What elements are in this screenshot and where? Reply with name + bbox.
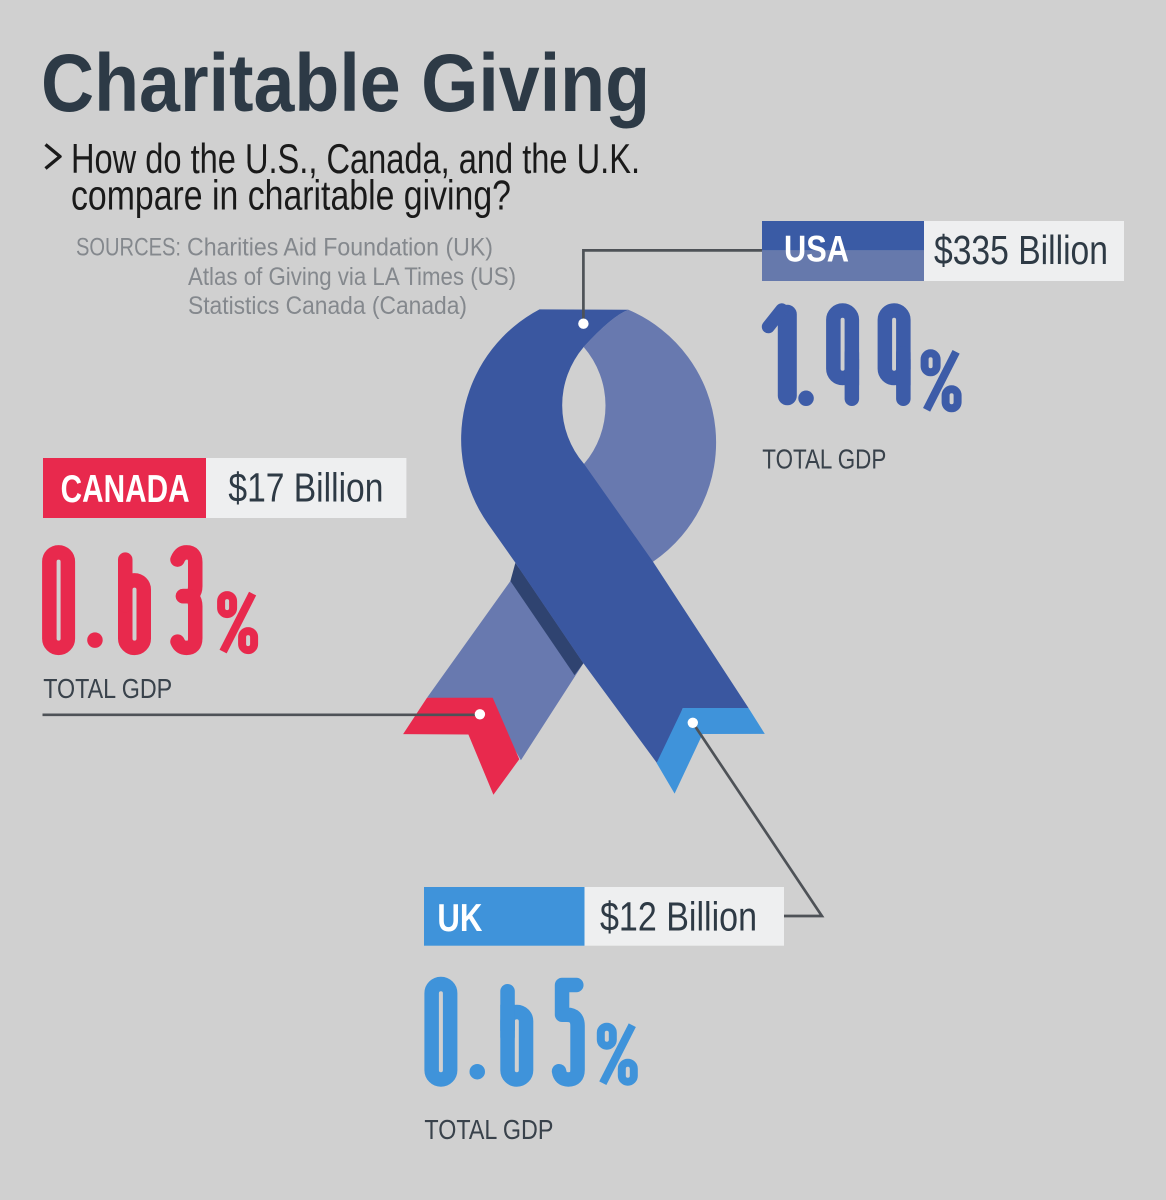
svg-text:compare in charitable giving?: compare in charitable giving? — [71, 172, 511, 219]
svg-text:Atlas of Giving via LA Times (: Atlas of Giving via LA Times (US) — [188, 263, 516, 291]
svg-text:How do the U.S., Canada, and t: How do the U.S., Canada, and the U.K. — [71, 135, 640, 182]
svg-text:CANADA: CANADA — [61, 468, 190, 511]
svg-text:$335 Billion: $335 Billion — [934, 227, 1108, 273]
svg-text:Charitable Giving: Charitable Giving — [41, 38, 650, 129]
svg-text:$12 Billion: $12 Billion — [600, 894, 757, 940]
svg-text:TOTAL GDP: TOTAL GDP — [424, 1114, 553, 1145]
svg-text:UK: UK — [437, 897, 482, 940]
svg-text:TOTAL GDP: TOTAL GDP — [762, 443, 886, 474]
svg-text:Statistics Canada (Canada): Statistics Canada (Canada) — [188, 292, 467, 320]
svg-text:SOURCES:: SOURCES: — [76, 234, 181, 262]
svg-text:TOTAL GDP: TOTAL GDP — [43, 673, 172, 704]
svg-text:$17 Billion: $17 Billion — [228, 465, 383, 511]
svg-text:Charities Aid Foundation (UK): Charities Aid Foundation (UK) — [187, 234, 493, 262]
svg-text:USA: USA — [784, 228, 849, 269]
